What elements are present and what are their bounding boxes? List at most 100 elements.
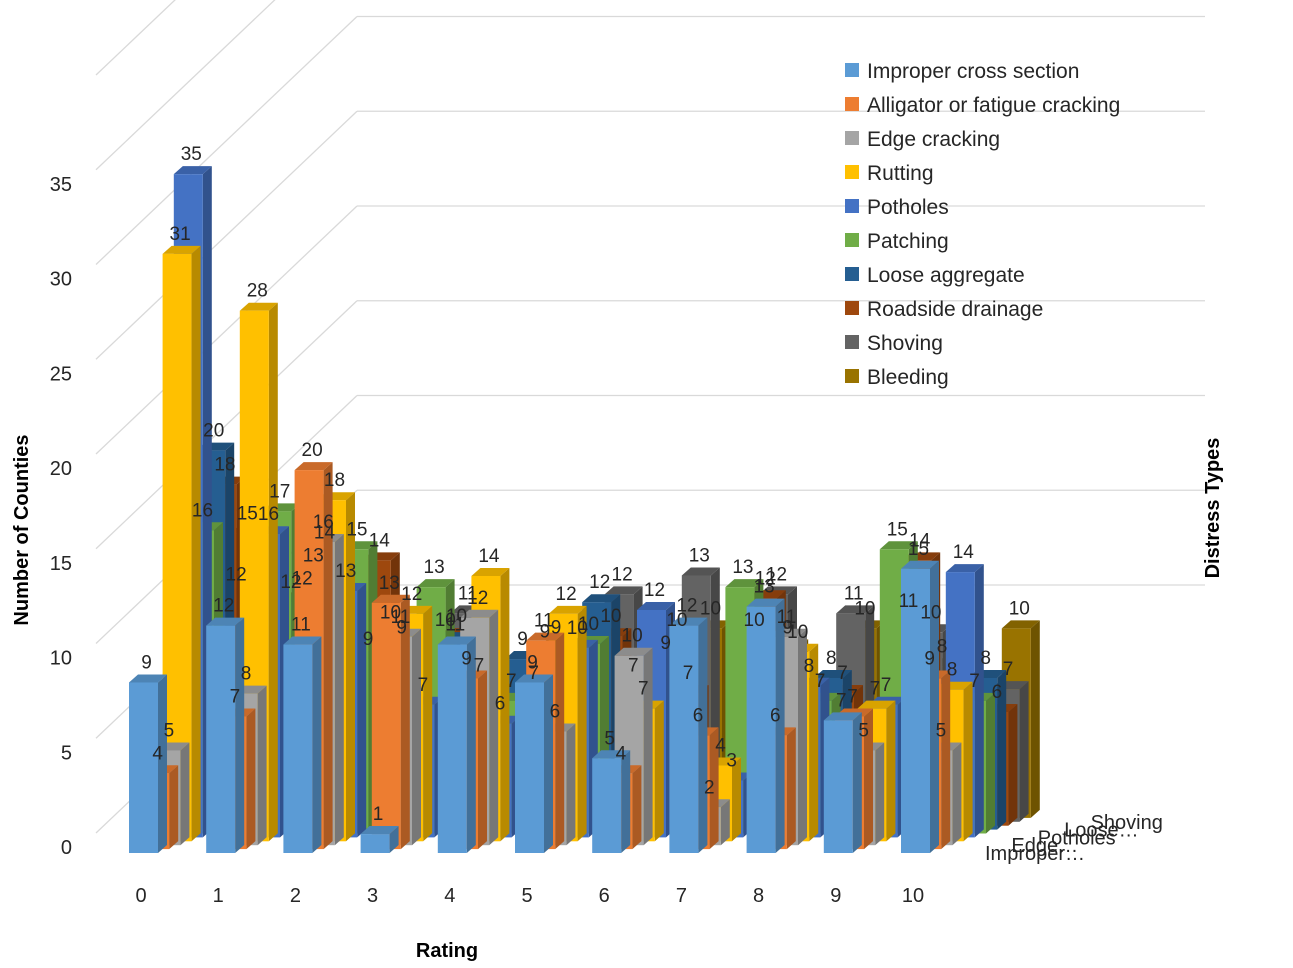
bar-side — [632, 765, 642, 850]
bar-top — [162, 245, 201, 254]
bar-top — [592, 750, 631, 759]
x-tick-label: 10 — [902, 885, 924, 907]
data-label: 12 — [280, 572, 301, 593]
legend-swatch — [845, 267, 859, 281]
data-label: 12 — [213, 596, 234, 617]
data-label: 31 — [170, 224, 191, 245]
bar-top — [637, 602, 675, 610]
data-label: 7 — [474, 655, 485, 676]
bar-side — [1019, 681, 1029, 822]
gridline-side — [95, 0, 276, 171]
data-label: 8 — [937, 636, 948, 657]
bar-side — [235, 617, 245, 853]
data-label: 7 — [506, 671, 517, 692]
bar-side — [864, 708, 873, 850]
y-tick-label: 20 — [50, 458, 72, 480]
bar-top — [173, 166, 212, 175]
data-label: 11 — [391, 607, 411, 628]
bar-side — [720, 799, 730, 846]
bar-front — [437, 644, 467, 853]
legend-entry: Roadside drainage — [867, 298, 1043, 321]
bar-side — [323, 462, 333, 850]
depth-tick-label: Potholes — [1038, 827, 1116, 849]
bar-side — [974, 564, 984, 838]
bar-side — [500, 568, 510, 842]
bar-top — [725, 579, 764, 588]
bar-side — [963, 681, 973, 842]
bar-front — [283, 644, 313, 853]
bar-top — [669, 617, 708, 626]
bar-top — [437, 636, 476, 645]
bar-top — [129, 674, 167, 683]
bar-side — [852, 712, 862, 853]
bar — [206, 617, 245, 853]
data-label: 10 — [578, 614, 599, 635]
bar-side — [698, 617, 708, 853]
data-label: 4 — [152, 743, 163, 764]
bar — [515, 674, 553, 853]
bar-top — [901, 560, 939, 569]
data-label: 6 — [992, 682, 1003, 703]
x-tick-label: 1 — [213, 885, 224, 907]
data-label: 10 — [567, 618, 588, 639]
x-tick-label: 4 — [444, 885, 455, 907]
data-label: 13 — [335, 561, 356, 582]
data-label: 5 — [936, 720, 947, 741]
data-label: 14 — [478, 546, 500, 567]
bar-side — [357, 583, 367, 838]
bar-front — [746, 606, 776, 853]
data-label: 12 — [556, 584, 577, 605]
depth-axis-title: Distress Types — [1202, 438, 1224, 579]
gridline-side — [95, 0, 176, 76]
bars — [129, 166, 1040, 853]
data-label: 13 — [754, 577, 775, 598]
data-label: 17 — [269, 481, 290, 502]
data-label: 5 — [164, 720, 175, 741]
bar-front — [669, 625, 699, 853]
data-label: 10 — [920, 602, 941, 623]
data-label: 12 — [755, 568, 776, 589]
data-label: 11 — [534, 611, 554, 632]
bar-side — [257, 685, 267, 846]
data-label: 10 — [744, 610, 765, 631]
data-label: 12 — [589, 572, 610, 593]
bar-side — [643, 647, 653, 846]
bar-side — [169, 765, 179, 850]
bar-side — [709, 727, 719, 850]
legend-entry: Potholes — [867, 196, 949, 219]
bar — [669, 617, 708, 853]
bar-side — [246, 708, 256, 850]
y-tick-label: 25 — [50, 363, 72, 385]
bar-front — [592, 758, 622, 853]
data-label: 7 — [870, 679, 881, 700]
data-label: 7 — [969, 671, 980, 692]
data-label: 10 — [700, 598, 721, 619]
bar-side — [389, 826, 399, 853]
bar-side — [180, 742, 190, 846]
data-label: 9 — [527, 652, 538, 673]
bar-top — [836, 605, 875, 614]
data-label: 15 — [887, 519, 908, 540]
bar-side — [268, 302, 278, 842]
data-label: 12 — [612, 564, 633, 585]
bar-side — [952, 742, 962, 846]
data-label: 7 — [837, 663, 848, 684]
data-label: 12 — [401, 584, 422, 605]
data-label: 35 — [181, 144, 202, 165]
y-tick-label: 15 — [50, 553, 72, 575]
data-label: 2 — [704, 777, 715, 798]
data-label: 10 — [622, 626, 643, 647]
data-label: 11 — [899, 591, 919, 612]
bar-top — [360, 826, 399, 835]
gridline-side — [95, 110, 358, 360]
bar-side — [886, 700, 896, 842]
data-label: 6 — [693, 705, 704, 726]
data-label: 6 — [550, 702, 561, 723]
bar-side — [809, 643, 819, 842]
bar-top — [515, 674, 553, 683]
bar-front — [515, 682, 544, 853]
gridline-side — [95, 300, 358, 550]
bar — [901, 560, 939, 853]
data-label: 10 — [380, 602, 401, 623]
